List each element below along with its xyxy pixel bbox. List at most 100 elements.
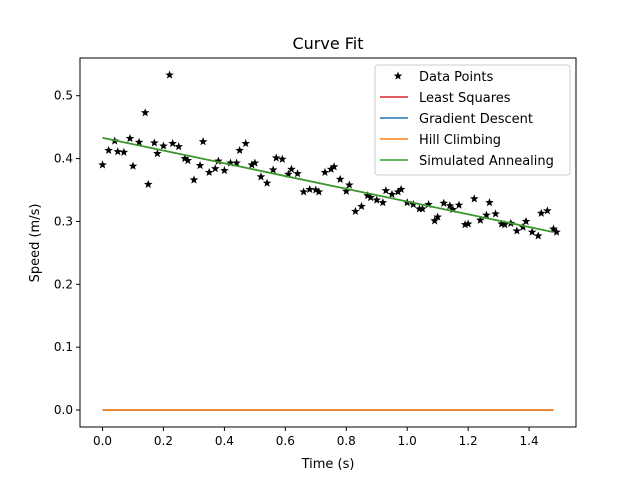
- data-point-marker: [153, 149, 162, 158]
- y-tick-label: 0.1: [54, 340, 73, 354]
- data-point-marker: [445, 201, 455, 210]
- x-tick-label: 1.4: [520, 434, 539, 448]
- data-point-marker: [159, 141, 168, 150]
- data-point-marker: [183, 155, 193, 165]
- data-point-marker: [284, 169, 293, 178]
- data-point-marker: [125, 133, 135, 143]
- data-point-marker: [119, 147, 129, 156]
- data-point-marker: [433, 212, 442, 221]
- y-tick-label: 0.2: [54, 277, 73, 291]
- data-point-marker: [463, 219, 473, 228]
- data-point-marker: [198, 137, 208, 146]
- data-point-marker: [521, 216, 531, 226]
- data-point-marker: [262, 178, 272, 187]
- legend-box: [374, 64, 571, 176]
- data-point-marker: [393, 187, 403, 196]
- data-point-marker: [140, 108, 150, 117]
- data-point-marker: [454, 200, 464, 209]
- data-point-marker: [104, 145, 113, 155]
- x-tick-label: 0.4: [215, 434, 234, 448]
- data-point-marker: [268, 165, 278, 174]
- legend: Data Points Least Squares Gradient Descent…: [374, 64, 571, 176]
- simulated-annealing-line: [102, 137, 554, 233]
- data-point-marker: [250, 158, 260, 167]
- data-point-marker: [189, 175, 199, 184]
- legend-label-least-squares: Least Squares: [419, 91, 511, 106]
- data-point-marker: [247, 160, 257, 169]
- x-axis-label: Time (s): [301, 457, 355, 472]
- x-tick-label: 0.2: [154, 434, 173, 448]
- data-point-marker: [256, 172, 266, 181]
- data-point-marker: [335, 174, 345, 183]
- y-axis-ticks: 0.0 0.1 0.2 0.3 0.4 0.5: [54, 89, 80, 417]
- x-tick-label: 0.8: [337, 434, 356, 448]
- legend-label-gradient-descent: Gradient Descent: [419, 112, 533, 127]
- data-point-marker: [439, 198, 449, 207]
- data-point-marker: [351, 206, 360, 216]
- data-point-marker: [113, 147, 123, 156]
- data-point-marker: [271, 153, 281, 162]
- data-point-marker: [430, 216, 439, 225]
- data-point-marker: [396, 184, 406, 194]
- y-tick-label: 0.4: [54, 152, 73, 166]
- data-point-marker: [210, 164, 220, 173]
- data-point-marker: [329, 162, 339, 171]
- data-point-marker: [527, 227, 537, 236]
- data-point-marker: [326, 164, 336, 173]
- data-point-marker: [363, 191, 372, 200]
- y-axis-label: Speed (m/s): [28, 204, 43, 283]
- x-tick-label: 0.6: [276, 434, 295, 448]
- data-point-marker: [226, 158, 235, 167]
- y-tick-label: 0.5: [54, 89, 73, 103]
- chart-title: Curve Fit: [292, 34, 363, 53]
- plot-frame: [79, 57, 577, 428]
- data-point-marker: [366, 193, 375, 202]
- data-point-marker: [482, 210, 491, 219]
- data-point-marker: [418, 204, 427, 213]
- data-point-marker: [372, 195, 382, 204]
- data-point-marker: [381, 186, 391, 195]
- data-point-marker: [409, 199, 418, 209]
- y-tick-label: 0.3: [54, 214, 73, 228]
- legend-label-data-points: Data Points: [419, 70, 493, 85]
- data-point-marker: [476, 215, 485, 224]
- data-point-marker: [518, 222, 528, 231]
- legend-marker-data-points: [393, 71, 403, 80]
- data-point-marker: [214, 156, 223, 165]
- data-point-marker: [387, 189, 397, 199]
- data-point-marker: [500, 220, 509, 229]
- data-point-marker: [180, 154, 190, 163]
- data-point-marker: [543, 206, 552, 215]
- data-point-marker: [469, 194, 479, 203]
- data-point-marker: [232, 158, 241, 167]
- data-point-marker: [235, 145, 244, 155]
- legend-label-hill-climbing: Hill Climbing: [419, 133, 501, 148]
- x-axis-ticks: 0.0 0.2 0.4 0.6 0.8 1.0 1.2 1.4: [93, 427, 539, 448]
- data-point-marker: [134, 137, 144, 146]
- data-point-marker: [533, 231, 543, 240]
- data-point-marker: [345, 180, 354, 189]
- data-point-marker: [320, 167, 330, 177]
- data-point-marker: [241, 138, 251, 148]
- data-point-marker: [552, 227, 561, 236]
- data-point-marker: [204, 167, 214, 177]
- data-point-marker: [168, 138, 177, 148]
- data-point-marker: [165, 70, 174, 79]
- data-point-marker: [342, 186, 351, 195]
- data-point-marker: [143, 179, 153, 188]
- data-point-marker: [174, 142, 183, 151]
- data-point-marker: [220, 166, 229, 175]
- data-point-marker: [460, 220, 470, 229]
- x-tick-label: 0.0: [93, 434, 112, 448]
- x-tick-label: 1.0: [398, 434, 417, 448]
- data-point-marker: [448, 205, 458, 214]
- data-point-marker: [98, 160, 107, 169]
- data-point-marker: [512, 226, 522, 235]
- plot-area: [98, 70, 561, 411]
- data-point-marker: [536, 208, 546, 217]
- data-point-marker: [287, 164, 296, 173]
- data-point-marker: [305, 184, 314, 194]
- data-point-marker: [128, 161, 138, 170]
- data-point-marker: [278, 154, 287, 163]
